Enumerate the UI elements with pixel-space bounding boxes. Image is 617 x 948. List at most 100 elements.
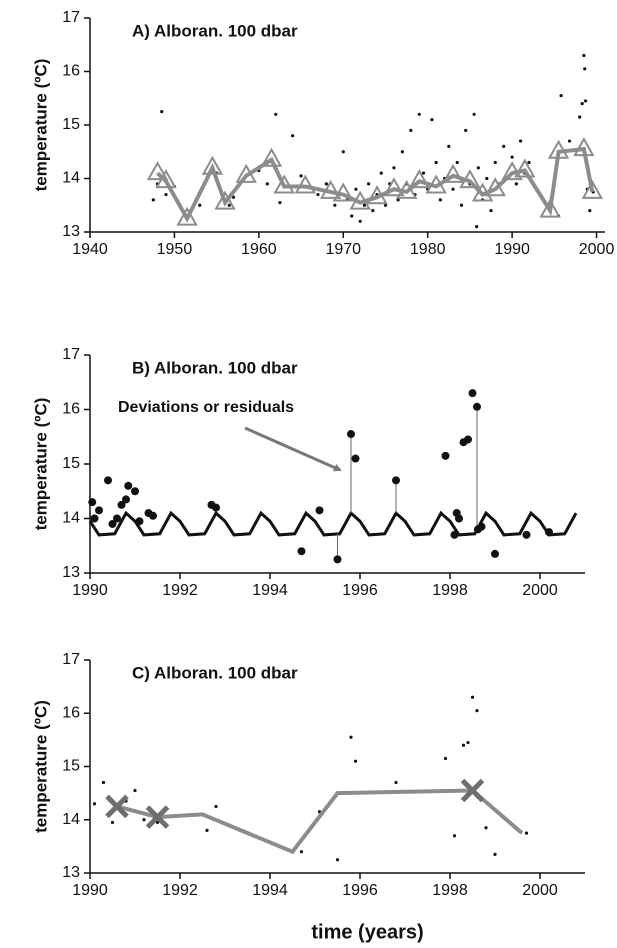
y-tick-label: 16 xyxy=(62,704,80,721)
data-point xyxy=(149,511,157,520)
data-point xyxy=(443,756,448,761)
x-tick-label: 1994 xyxy=(252,882,288,899)
triangle-marker xyxy=(573,137,595,157)
data-point xyxy=(291,134,295,138)
data-point xyxy=(559,93,563,98)
data-point xyxy=(417,112,421,116)
data-point xyxy=(392,166,396,170)
data-point xyxy=(583,67,587,71)
triangle-marker xyxy=(294,174,316,194)
data-point xyxy=(452,834,457,838)
data-point xyxy=(371,209,375,213)
data-point xyxy=(588,209,592,213)
triangle-marker xyxy=(501,161,523,181)
data-point xyxy=(502,144,506,148)
triangle-marker xyxy=(425,174,447,194)
x-tick-label: 1940 xyxy=(72,241,108,258)
data-point xyxy=(341,150,345,154)
cross-marker xyxy=(460,778,485,803)
y-tick-label: 13 xyxy=(62,864,80,881)
data-point xyxy=(394,780,398,785)
data-point xyxy=(205,828,209,833)
data-point xyxy=(518,139,523,143)
data-point xyxy=(489,209,493,213)
triangle-marker xyxy=(260,147,283,167)
data-point xyxy=(92,802,97,806)
x-tick-label: 1980 xyxy=(410,241,446,258)
data-point xyxy=(524,831,529,835)
data-point xyxy=(350,214,354,218)
data-point xyxy=(475,708,479,713)
data-point xyxy=(104,476,112,485)
y-tick-label: 16 xyxy=(62,401,80,418)
triangle-marker xyxy=(442,163,464,183)
y-tick-label: 13 xyxy=(62,564,80,581)
data-point xyxy=(491,549,499,558)
triangle-marker xyxy=(484,177,506,197)
data-point xyxy=(485,176,489,181)
data-point xyxy=(400,150,404,154)
panel-title: C) Alboran. 100 dbar xyxy=(132,663,298,682)
y-tick-label: 14 xyxy=(62,811,80,828)
y-tick-label: 14 xyxy=(62,170,80,187)
x-tick-label: 1992 xyxy=(162,582,198,599)
data-point xyxy=(155,820,160,825)
x-tick-label: 1990 xyxy=(72,582,108,599)
triangle-marker xyxy=(201,155,224,175)
x-tick-label: 1990 xyxy=(72,882,108,899)
triangle-marker xyxy=(176,206,198,226)
data-point xyxy=(421,171,426,175)
cross-marker xyxy=(105,794,129,819)
data-point xyxy=(347,430,355,439)
data-point xyxy=(493,852,497,856)
data-point xyxy=(464,435,472,444)
data-point xyxy=(522,530,531,539)
data-point xyxy=(349,735,353,739)
data-point xyxy=(459,203,464,207)
y-tick-label: 16 xyxy=(62,63,80,80)
x-tick-label: 1990 xyxy=(494,241,530,258)
data-point xyxy=(90,514,99,523)
data-point xyxy=(379,171,383,175)
triangle-marker xyxy=(155,169,177,189)
panel-title: B) Alboran. 100 dbar xyxy=(132,358,298,377)
triangle-marker xyxy=(332,182,354,202)
data-point xyxy=(101,780,106,785)
triangle-marker xyxy=(383,177,405,197)
data-point xyxy=(354,187,358,191)
data-point xyxy=(117,500,126,509)
y-tick-label: 14 xyxy=(62,510,80,527)
y-axis-label: temperature (ºC) xyxy=(31,700,50,833)
y-tick-label: 17 xyxy=(62,9,80,26)
data-point xyxy=(367,182,371,186)
triangle-marker xyxy=(235,163,257,183)
cross-marker xyxy=(145,805,170,829)
data-point xyxy=(473,402,481,411)
data-point xyxy=(198,203,202,207)
data-point xyxy=(464,128,468,132)
data-point xyxy=(88,498,97,507)
data-point xyxy=(383,203,388,207)
data-point xyxy=(231,195,236,199)
data-point xyxy=(583,99,588,103)
data-point xyxy=(514,182,518,186)
triangle-marker xyxy=(349,190,371,210)
data-point xyxy=(316,192,320,197)
triangle-marker xyxy=(581,179,604,199)
data-point xyxy=(476,166,480,170)
data-point xyxy=(214,804,218,809)
y-tick-label: 17 xyxy=(62,346,80,363)
data-point xyxy=(441,451,450,460)
triangle-marker xyxy=(514,158,536,178)
data-point xyxy=(582,53,586,58)
data-point xyxy=(470,695,475,699)
data-point xyxy=(438,198,442,202)
data-point xyxy=(409,128,413,132)
data-point xyxy=(142,818,146,822)
triangle-marker xyxy=(146,161,169,181)
annotation: Deviations or residuals xyxy=(118,399,294,416)
data-point xyxy=(468,389,477,398)
data-point xyxy=(472,112,476,116)
panel-title: A) Alboran. 100 dbar xyxy=(132,21,298,40)
